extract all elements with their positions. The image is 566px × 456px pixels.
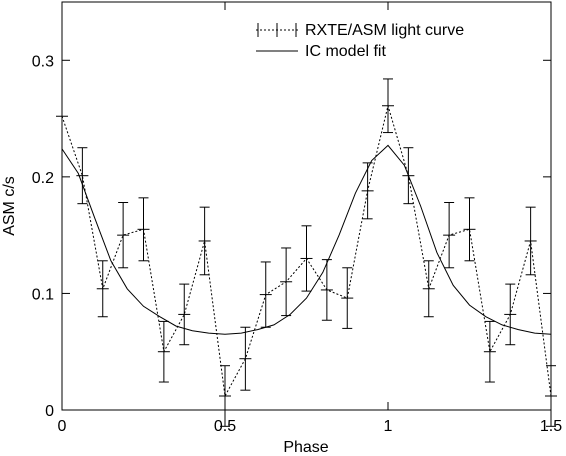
axis-ticks — [61, 2, 552, 411]
light-curve-group — [56, 78, 557, 427]
x-axis-label: Phase — [283, 439, 328, 456]
plot-frame — [61, 1, 552, 411]
tick-labels: 00.10.20.300.511.5 — [32, 53, 562, 435]
model-fit-line — [61, 144, 552, 335]
y-axis-label: ASM c/s — [1, 176, 18, 236]
y-tick-label: 0.1 — [32, 286, 54, 303]
y-tick-label: 0.2 — [32, 170, 54, 187]
x-tick-label: 1 — [384, 418, 393, 435]
x-tick-label: 0 — [58, 418, 67, 435]
y-tick-label: 0.3 — [32, 53, 54, 70]
legend-label-model-fit: IC model fit — [305, 43, 386, 60]
y-tick-label: 0 — [45, 403, 54, 420]
legend-label-light-curve: RXTE/ASM light curve — [305, 22, 464, 39]
legend: RXTE/ASM light curve IC model fit — [256, 22, 464, 60]
model-fit-group — [61, 144, 552, 335]
